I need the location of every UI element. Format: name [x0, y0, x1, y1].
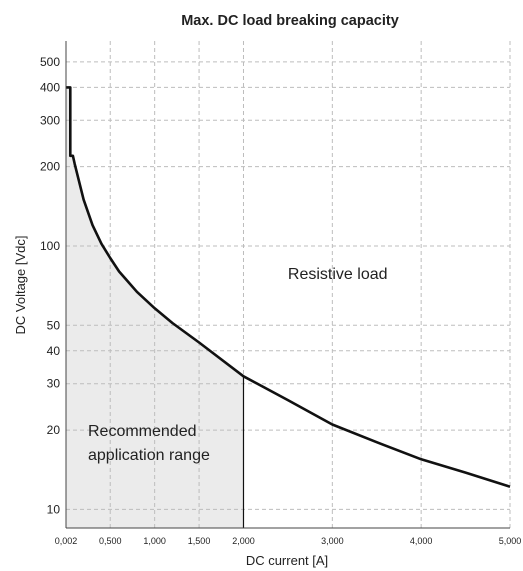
- y-tick-label: 40: [47, 344, 61, 358]
- x-axis-label: DC current [A]: [246, 553, 328, 568]
- y-tick-label: 20: [47, 423, 61, 437]
- y-tick-label: 500: [40, 55, 60, 69]
- x-tick-label: 4,000: [410, 536, 433, 546]
- y-tick-label: 30: [47, 377, 61, 391]
- y-tick-label: 10: [47, 502, 61, 516]
- y-tick-label: 400: [40, 80, 60, 94]
- x-tick-label: 5,000: [499, 536, 522, 546]
- x-tick-label: 0,500: [99, 536, 122, 546]
- x-tick-label: 3,000: [321, 536, 344, 546]
- y-tick-label: 50: [47, 318, 61, 332]
- chart-title: Max. DC load breaking capacity: [181, 13, 399, 29]
- y-tick-label: 300: [40, 113, 60, 127]
- y-tick-label: 100: [40, 239, 60, 253]
- x-tick-label: 1,500: [188, 536, 211, 546]
- recommended-range-fill: [66, 87, 244, 528]
- annotation-recommended-range: application range: [88, 447, 210, 464]
- y-tick-label: 200: [40, 160, 60, 174]
- plot-area: 0,002 0,500 1,000 1,500 2,000 3,000 4,000 5,000…: [40, 41, 521, 546]
- annotation-resistive-load: Resistive load: [288, 266, 388, 283]
- x-tick-label: 2,000: [232, 536, 255, 546]
- x-tick-label: 1,000: [143, 536, 166, 546]
- x-tick-label: 0,002: [55, 536, 78, 546]
- annotation-recommended-range: Recommended: [88, 423, 197, 440]
- y-axis-label: DC Voltage [Vdc]: [13, 236, 28, 335]
- breaking-capacity-curve: [66, 86, 511, 488]
